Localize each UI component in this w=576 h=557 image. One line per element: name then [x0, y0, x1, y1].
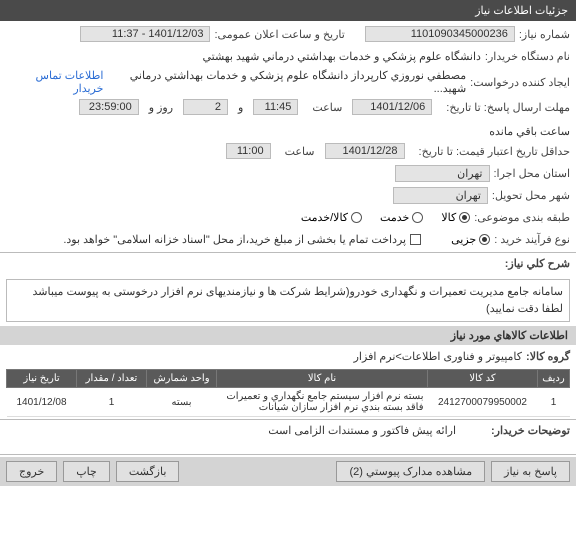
buyer-org: دانشگاه علوم پزشکي و خدمات بهداشتي درمان…: [203, 50, 481, 63]
deadline-time: 11:45: [253, 99, 298, 115]
panel-header: جزئیات اطلاعات نیاز: [0, 0, 576, 21]
col-name: نام کالا: [217, 370, 428, 388]
cell-row: 1: [538, 388, 570, 417]
col-code: کد کالا: [428, 370, 538, 388]
cell-date: 1401/12/08: [7, 388, 77, 417]
col-row: ردیف: [538, 370, 570, 388]
treasury-checkbox[interactable]: [410, 234, 421, 245]
panel-title: جزئیات اطلاعات نیاز: [475, 5, 568, 17]
price-valid-date: 1401/12/28: [325, 143, 405, 159]
radio-kala-label: کالا: [441, 211, 456, 224]
cell-code: 2412700079950002: [428, 388, 538, 417]
remain-pre: و: [238, 101, 243, 114]
radio-icon: [459, 212, 470, 223]
proc-label: نوع فرآیند خرید :: [494, 233, 570, 246]
radio-icon: [351, 212, 362, 223]
time-label-2: ساعت: [285, 145, 315, 158]
col-unit: واحد شمارش: [147, 370, 217, 388]
deadline-label: مهلت ارسال پاسخ: تا تاریخ:: [446, 101, 570, 114]
radio-khadamat[interactable]: خدمت: [380, 211, 423, 224]
radio-both[interactable]: کالا/خدمت: [301, 211, 362, 224]
remain-days: 2: [183, 99, 228, 115]
radio-khadamat-label: خدمت: [380, 211, 409, 224]
attachments-button[interactable]: مشاهده مدارک پیوستي (2): [336, 461, 485, 482]
cell-name: بسته نرم افزار سيستم جامع نگهداري و تعمي…: [217, 388, 428, 417]
close-button[interactable]: خروج: [6, 461, 57, 482]
goods-table: ردیف کد کالا نام کالا واحد شمارش تعداد /…: [6, 369, 570, 417]
radio-jozi-label: جزیی: [451, 233, 476, 246]
requester-label: ایجاد کننده درخواست:: [470, 76, 570, 89]
time-label-1: ساعت: [312, 101, 342, 114]
table-row: 1 2412700079950002 بسته نرم افزار سيستم …: [7, 388, 570, 417]
exec-loc: تهران: [395, 165, 490, 182]
need-description: سامانه جامع مديريت تعميرات و نگهداری خود…: [6, 279, 570, 322]
need-number-label: شماره نیاز:: [519, 28, 570, 41]
radio-icon: [412, 212, 423, 223]
col-date: تاریخ نیاز: [7, 370, 77, 388]
price-valid-time: 11:00: [226, 143, 271, 159]
price-valid-label: حداقل تاریخ اعتبار قیمت: تا تاریخ:: [419, 145, 570, 158]
need-number: 1101090345000236: [365, 26, 515, 42]
goods-header: اطلاعات کالاهاي مورد نیاز: [0, 326, 576, 345]
group-label: گروه کالا:: [526, 350, 570, 363]
remain-suf: ساعت باقي مانده: [489, 125, 570, 138]
radio-both-label: کالا/خدمت: [301, 211, 348, 224]
category-label: طبقه بندی موضوعی:: [474, 211, 570, 224]
radio-kala[interactable]: کالا: [441, 211, 470, 224]
reply-button[interactable]: پاسخ به نیاز: [491, 461, 570, 482]
deliv-loc: تهران: [393, 187, 488, 204]
exec-loc-label: استان محل اجرا:: [494, 167, 571, 180]
col-qty: تعداد / مقدار: [77, 370, 147, 388]
deadline-date: 1401/12/06: [352, 99, 432, 115]
group-value: کامپیوتر و فناوری اطلاعات>نرم افزار: [354, 350, 522, 363]
proc-note: پرداخت تمام یا بخشی از مبلغ خرید،از محل …: [63, 233, 406, 246]
radio-icon: [479, 234, 490, 245]
remain-time: 23:59:00: [79, 99, 139, 115]
remain-mid: روز و: [149, 101, 173, 114]
contact-link[interactable]: اطلاعات تماس خریدار: [6, 69, 103, 95]
notes-label: توضیحات خریدار:: [480, 424, 570, 437]
cell-unit: بسته: [147, 388, 217, 417]
print-button[interactable]: چاپ: [63, 461, 110, 482]
deliv-loc-label: شهر محل تحویل:: [492, 189, 570, 202]
announce-label: تاریخ و ساعت اعلان عمومی:: [214, 28, 344, 41]
cell-qty: 1: [77, 388, 147, 417]
radio-jozi[interactable]: جزیی: [451, 233, 490, 246]
requester-value: مصطفي نوروزي كارپرداز دانشگاه علوم پزشكي…: [107, 69, 466, 95]
buyer-org-label: نام دستگاه خریدار:: [485, 50, 570, 63]
back-button[interactable]: بازگشت: [116, 461, 180, 482]
desc-label: شرح کلي نیاز:: [490, 257, 570, 270]
announce-value: 1401/12/03 - 11:37: [80, 26, 210, 42]
notes-text: ارائه پیش فاکتور و مستندات الزامی است: [268, 424, 456, 437]
